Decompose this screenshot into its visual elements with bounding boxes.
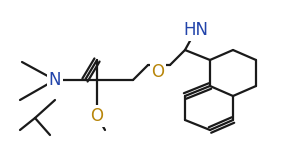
- Text: O: O: [151, 63, 164, 81]
- Text: O: O: [91, 107, 103, 125]
- Text: N: N: [49, 71, 61, 89]
- Text: HN: HN: [183, 21, 208, 39]
